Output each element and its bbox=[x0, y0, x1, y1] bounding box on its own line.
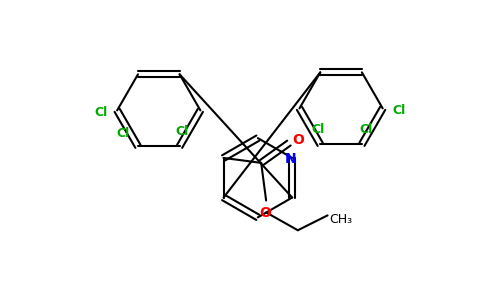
Text: Cl: Cl bbox=[359, 124, 373, 136]
Text: Cl: Cl bbox=[312, 124, 325, 136]
Text: Cl: Cl bbox=[94, 106, 107, 119]
Text: O: O bbox=[259, 206, 271, 220]
Text: CH₃: CH₃ bbox=[330, 213, 353, 226]
Text: N: N bbox=[285, 152, 296, 166]
Text: Cl: Cl bbox=[393, 104, 406, 117]
Text: O: O bbox=[292, 133, 304, 147]
Text: Cl: Cl bbox=[175, 125, 188, 139]
Text: Cl: Cl bbox=[117, 128, 130, 140]
